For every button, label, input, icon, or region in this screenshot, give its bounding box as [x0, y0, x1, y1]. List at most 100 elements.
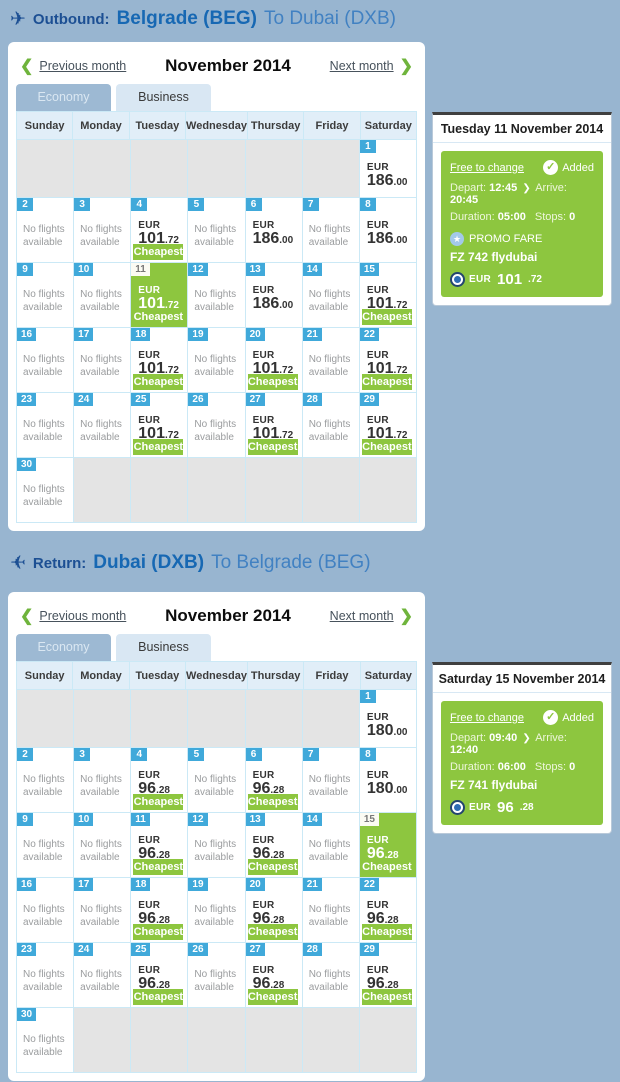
cheapest-badge: Cheapest — [361, 374, 412, 390]
date-badge: 30 — [17, 458, 37, 471]
promo-fare-row: ★ PROMO FARE — [450, 232, 594, 246]
calendar-cell-day-22[interactable]: 22 EUR 96.28 Cheapest — [359, 878, 417, 943]
price-currency: EUR — [252, 965, 275, 976]
calendar-cell-day-9: 9 No flights available — [17, 813, 75, 878]
price-currency: EUR — [138, 285, 161, 296]
no-flights-text: No flights available — [80, 904, 122, 928]
return-flight-number: FZ 741 flydubai — [450, 778, 538, 792]
previous-month-chevron-icon[interactable]: ❮ — [20, 608, 34, 625]
no-flights-text: No flights available — [80, 839, 122, 863]
calendar-cell-day-8[interactable]: 8 EUR 186.00 — [359, 198, 417, 263]
date-badge: 10 — [74, 813, 94, 826]
calendar-week-row: 1 EUR 186.00 — [17, 140, 417, 198]
calendar-cell-day-15[interactable]: 15 EUR 101.72 Cheapest — [359, 263, 417, 328]
calendar-cell-day-27[interactable]: 27 EUR 96.28 Cheapest — [245, 943, 303, 1008]
calendar-cell-day-11[interactable]: 11 EUR 96.28 Cheapest — [131, 813, 189, 878]
calendar-cell-day-27[interactable]: 27 EUR 101.72 Cheapest — [245, 393, 303, 458]
fare-price-cents: .72 — [528, 274, 542, 285]
fare-price-cents: .28 — [519, 802, 534, 813]
calendar-cell-day-6[interactable]: 6 EUR 96.28 Cheapest — [245, 748, 303, 813]
calendar-cell-day-1[interactable]: 1 EUR 186.00 — [359, 140, 417, 198]
cheapest-badge: Cheapest — [247, 989, 298, 1005]
added-label: Added — [562, 711, 594, 724]
price-main: 96 — [252, 780, 271, 797]
price-currency: EUR — [366, 220, 389, 231]
calendar-cell-day-3: 3 No flights available — [74, 748, 132, 813]
previous-month-link[interactable]: Previous month — [39, 59, 127, 73]
fare-radio-button[interactable] — [452, 802, 463, 813]
date-badge: 15 — [359, 263, 379, 276]
price-value: 96.28 — [360, 976, 416, 992]
free-to-change-link[interactable]: Free to change — [450, 161, 524, 174]
price-value: 101.72 — [360, 296, 416, 312]
outbound-fare-price-row: EUR 101 .72 — [450, 272, 594, 287]
calendar-cell-day-20[interactable]: 20 EUR 96.28 Cheapest — [245, 878, 303, 943]
fare-radio-button[interactable] — [452, 274, 463, 285]
tab-business[interactable]: Business — [116, 634, 211, 661]
price-main: 101 — [366, 425, 394, 442]
date-badge: 13 — [245, 813, 265, 826]
tab-business[interactable]: Business — [116, 84, 211, 111]
calendar-cell-day-17: 17 No flights available — [74, 328, 132, 393]
next-month-link[interactable]: Next month — [329, 609, 394, 623]
next-month-link[interactable]: Next month — [329, 59, 394, 73]
calendar-cell-day-13[interactable]: 13 EUR 96.28 Cheapest — [245, 813, 303, 878]
calendar-cell-day-15[interactable]: 15 EUR 96.28 Cheapest — [359, 813, 417, 878]
previous-month-link[interactable]: Previous month — [39, 609, 127, 623]
previous-month-chevron-icon[interactable]: ❮ — [20, 58, 34, 75]
no-flights-text: No flights available — [23, 224, 65, 248]
next-month-chevron-icon[interactable]: ❯ — [399, 608, 413, 625]
arrive-time: 20:45 — [450, 194, 479, 206]
calendar-cell-day-4[interactable]: 4 EUR 96.28 Cheapest — [131, 748, 189, 813]
tab-economy[interactable]: Economy — [16, 84, 111, 111]
date-badge: 12 — [188, 263, 208, 276]
calendar-cell-day-4[interactable]: 4 EUR 101.72 Cheapest — [131, 198, 189, 263]
calendar-cell-day-22[interactable]: 22 EUR 101.72 Cheapest — [359, 328, 417, 393]
day-header: Thursday — [247, 662, 305, 690]
no-flights-text: No flights available — [80, 289, 122, 313]
price-cents: .28 — [270, 915, 285, 926]
day-header-row: Sunday Monday Tuesday Wednesday Thursday Frid… — [17, 662, 417, 690]
depart-time: 12:45 — [489, 182, 518, 194]
calendar-cell-day-20[interactable]: 20 EUR 101.72 Cheapest — [245, 328, 303, 393]
no-flights-text: No flights available — [23, 289, 65, 313]
return-calendar-panel: ❮ Previous month November 2014 Next mont… — [8, 592, 425, 1081]
calendar-cell-day-29[interactable]: 29 EUR 96.28 Cheapest — [359, 943, 417, 1008]
date-badge: 29 — [359, 943, 379, 956]
calendar-cell-day-18[interactable]: 18 EUR 96.28 Cheapest — [131, 878, 189, 943]
date-badge: 7 — [302, 748, 319, 761]
calendar-cell-day-18[interactable]: 18 EUR 101.72 Cheapest — [131, 328, 189, 393]
calendar-cell-day-6[interactable]: 6 EUR 186.00 — [245, 198, 303, 263]
price-value: 186.00 — [360, 231, 416, 247]
calendar-cell-empty — [74, 140, 132, 198]
price-cents: .28 — [156, 850, 170, 861]
depart-time: 09:40 — [489, 732, 518, 744]
no-flights-text: No flights available — [308, 419, 351, 443]
price-currency: EUR — [366, 835, 389, 846]
calendar-cell-day-25[interactable]: 25 EUR 96.28 Cheapest — [131, 943, 189, 1008]
tab-economy[interactable]: Economy — [16, 634, 111, 661]
price-cents: .72 — [393, 430, 408, 441]
calendar-cell-day-1[interactable]: 1 EUR 180.00 — [359, 690, 417, 748]
price-currency: EUR — [138, 900, 161, 911]
calendar-cell-day-13[interactable]: 13 EUR 186.00 — [245, 263, 303, 328]
calendar-cell-day-29[interactable]: 29 EUR 101.72 Cheapest — [359, 393, 417, 458]
calendar-cell-day-25[interactable]: 25 EUR 101.72 Cheapest — [131, 393, 189, 458]
calendar-cell-day-8[interactable]: 8 EUR 180.00 — [359, 748, 417, 813]
day-header: Wednesday — [186, 662, 248, 690]
stops-label: Stops: — [534, 211, 567, 223]
price-cents: .72 — [279, 365, 294, 376]
price-main: 96 — [366, 975, 385, 992]
cheapest-badge: Cheapest — [133, 989, 184, 1005]
date-badge: 4 — [131, 198, 148, 211]
free-to-change-link[interactable]: Free to change — [450, 711, 524, 724]
cheapest-badge: Cheapest — [361, 439, 412, 455]
cheapest-badge: Cheapest — [361, 309, 412, 325]
price-value: 96.28 — [131, 976, 187, 992]
price-main: 96 — [138, 975, 157, 992]
month-title: November 2014 — [165, 56, 291, 75]
added-status: ✓ Added — [543, 160, 594, 175]
date-badge: 26 — [188, 393, 208, 406]
calendar-cell-day-11[interactable]: 11 EUR 101.72 Cheapest — [131, 263, 189, 328]
next-month-chevron-icon[interactable]: ❯ — [399, 58, 413, 75]
